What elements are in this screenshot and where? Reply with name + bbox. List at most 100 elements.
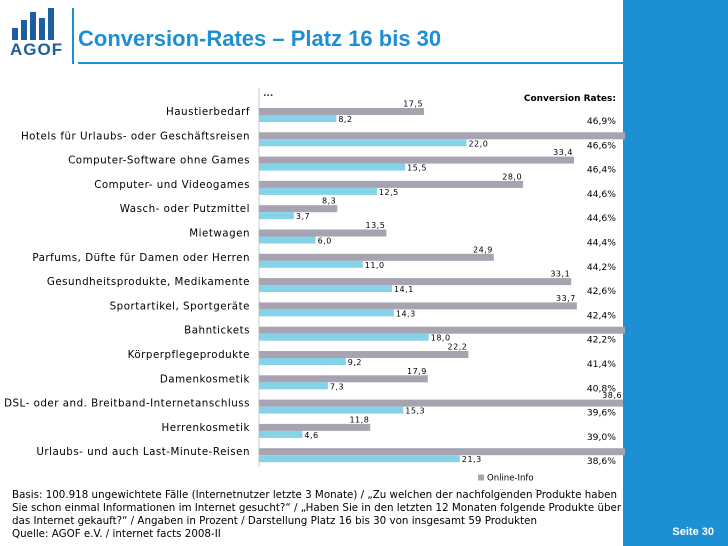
data-label-online-kauf: 15,3 (405, 407, 425, 416)
data-label-online-info: 17,9 (407, 367, 427, 376)
category-label: DSL- oder and. Breitband-Internetanschlu… (4, 398, 250, 410)
data-label-online-kauf: 14,3 (396, 309, 416, 318)
category-label: Mietwagen (189, 228, 250, 240)
data-label-online-info: 11,8 (349, 415, 369, 424)
bar-online-kauf (259, 358, 346, 365)
footnote-line: Quelle: AGOF e.V. / internet facts 2008-… (12, 528, 221, 540)
category-label: Körperpflegeprodukte (128, 349, 250, 361)
title-underline (78, 62, 623, 64)
bar-online-info (259, 326, 625, 334)
bar-online-info (259, 156, 574, 164)
bar-online-kauf (259, 309, 394, 317)
data-label-online-kauf: 15,5 (407, 164, 427, 173)
category-label: Computer- und Videogames (94, 179, 250, 191)
legend-swatch (478, 474, 484, 481)
bar-online-kauf (259, 333, 429, 341)
bar-online-info (259, 205, 338, 213)
bar-online-kauf (259, 163, 406, 171)
data-label-online-kauf: 22,0 (468, 139, 488, 148)
data-label-online-kauf: 9,2 (348, 358, 362, 367)
footnote: Basis: 100.918 ungewichtete Fälle (Inter… (12, 489, 621, 541)
bar-online-info (259, 302, 577, 310)
category-label: Herrenkosmetik (162, 422, 251, 434)
bar-online-kauf (259, 455, 460, 463)
data-label-online-kauf: 11,0 (365, 261, 385, 270)
data-label-online-info: 33,7 (556, 294, 576, 303)
data-label-online-info: 28,0 (502, 172, 522, 181)
conversion-rate-value: 46,9% (587, 116, 616, 127)
data-label-online-info: 17,5 (403, 100, 423, 109)
category-label: Urlaubs- und auch Last-Minute-Reisen (36, 446, 250, 458)
data-label-online-kauf: 6,0 (318, 237, 332, 246)
category-label: Hotels für Urlaubs- oder Geschäftsreisen (21, 130, 250, 142)
data-label-online-kauf: 18,0 (431, 334, 451, 343)
brand-sidebar: Seite 30 (623, 0, 728, 546)
conversion-rate-value: 44,2% (587, 262, 616, 273)
conversion-rate-value: 42,4% (587, 310, 616, 321)
conversion-rate-value: 39,6% (587, 408, 616, 419)
data-label-online-kauf: 3,7 (296, 212, 310, 221)
bar-online-info (259, 132, 625, 140)
bar-online-kauf (259, 285, 392, 293)
category-label: Sportartikel, Sportgeräte (110, 300, 250, 312)
category-label: Computer-Software ohne Games (68, 155, 250, 167)
category-label: Bahntickets (184, 325, 250, 337)
conversion-rate-value: 41,4% (587, 359, 616, 370)
data-label-online-kauf: 7,3 (330, 382, 344, 391)
agof-logo-icon (12, 8, 54, 40)
conversion-rate-value: 42,2% (587, 335, 616, 346)
bar-online-kauf (259, 430, 303, 438)
bar-online-info (259, 351, 469, 358)
bar-online-kauf (259, 212, 294, 220)
category-label: Haustierbedarf (166, 106, 250, 118)
data-label-online-info: 38,6 (602, 391, 622, 400)
bar-online-info (259, 423, 371, 431)
data-label-online-kauf: 21,3 (462, 455, 482, 464)
bar-online-kauf (259, 382, 328, 390)
bar-online-kauf (259, 139, 467, 147)
bar-online-info (259, 229, 387, 237)
bar-online-info (259, 375, 428, 383)
conversion-rate-value: 46,4% (587, 165, 616, 176)
conversion-rate-value: 40,8% (587, 383, 616, 394)
footnote-line: das Internet gekauft?“ / Angaben in Proz… (12, 515, 537, 527)
bar-online-kauf (259, 115, 337, 122)
data-label-online-info: 24,9 (473, 245, 493, 254)
category-label: Wasch- oder Putzmittel (120, 203, 250, 215)
logo-text: AGOF (10, 40, 64, 59)
legend-label: Online-Info (487, 474, 534, 484)
conversion-rate-value: 38,6% (587, 456, 616, 467)
title-divider (72, 8, 74, 64)
footnote-line: Basis: 100.918 ungewichtete Fälle (Inter… (12, 489, 617, 501)
data-label-online-kauf: 4,6 (304, 431, 318, 440)
category-label: Damenkosmetik (160, 373, 250, 385)
page-title: Conversion-Rates – Platz 16 bis 30 (78, 26, 442, 51)
bar-online-kauf (259, 260, 363, 268)
conversion-rate-value: 44,6% (587, 213, 616, 224)
data-label-online-info: 33,1 (550, 270, 570, 279)
bar-online-info (259, 278, 572, 286)
data-label-online-info: 8,3 (322, 197, 336, 206)
bar-online-info (259, 108, 425, 115)
bar-online-info (259, 448, 625, 456)
data-label-online-info: 13,5 (366, 221, 386, 230)
bar-online-info (259, 253, 494, 261)
bar-online-kauf (259, 406, 404, 414)
page-number: Seite 30 (672, 526, 714, 538)
conversion-bar-chart: ... Conversion Rates: Haustierbedarf 17,5 8,… (4, 88, 625, 491)
data-label-online-info: 22,2 (448, 343, 468, 352)
category-label: Gesundheitsprodukte, Medikamente (47, 276, 250, 288)
category-label: Parfums, Düfte für Damen oder Herren (32, 252, 250, 264)
axis-top-label: ... (263, 89, 273, 99)
legend-label: Online-Kauf (487, 490, 538, 491)
conversion-rate-value: 42,6% (587, 286, 616, 297)
conversion-rate-value: 46,6% (587, 140, 616, 151)
data-label-online-kauf: 8,2 (338, 115, 352, 124)
bar-online-info (259, 399, 624, 407)
data-label-online-kauf: 12,5 (379, 188, 399, 197)
conversion-rate-value: 44,6% (587, 189, 616, 200)
bar-online-kauf (259, 236, 316, 244)
conversion-rate-value: 44,4% (587, 238, 616, 249)
bar-online-info (259, 180, 524, 188)
data-label-online-kauf: 14,1 (394, 285, 414, 294)
